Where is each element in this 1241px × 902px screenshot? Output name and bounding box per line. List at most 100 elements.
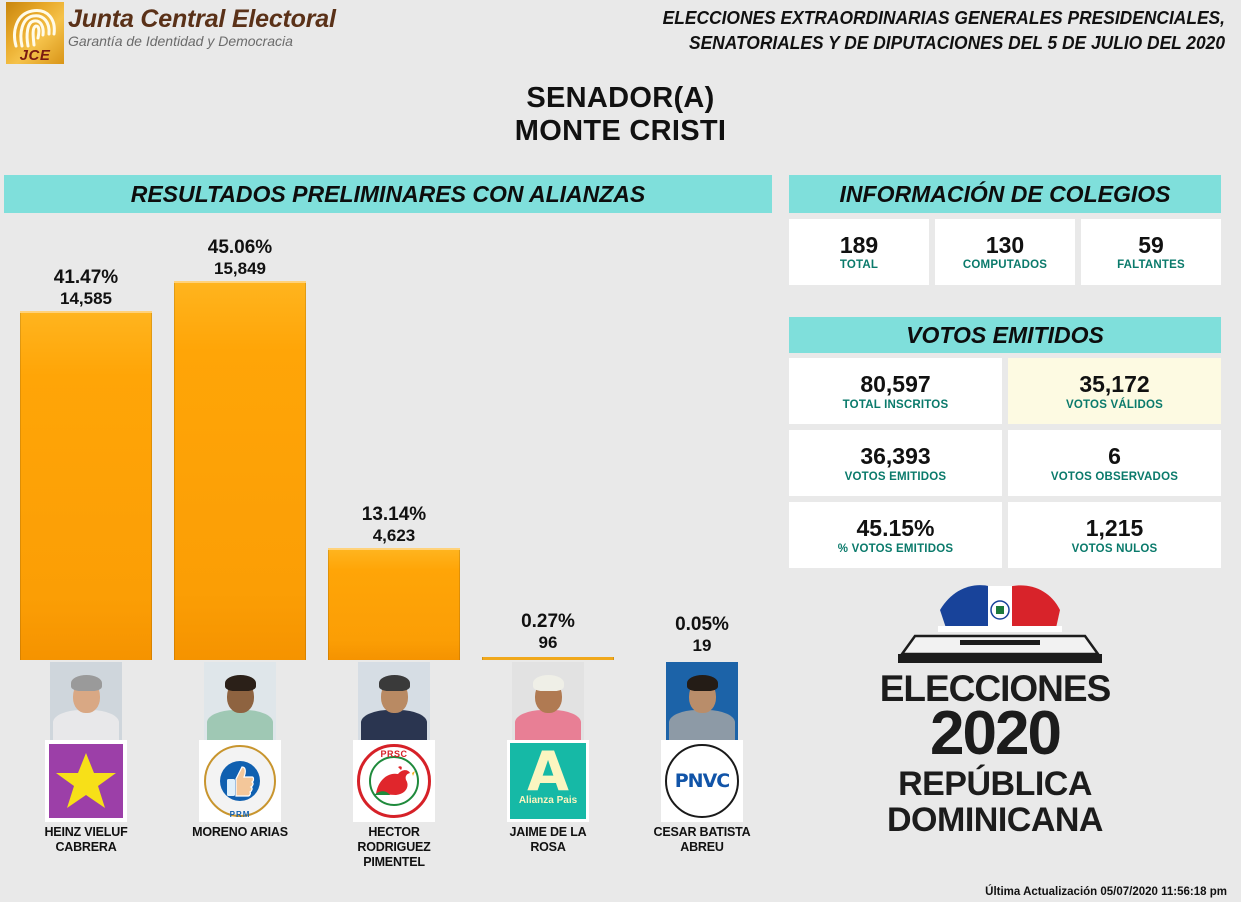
votos-panel: 80,597 TOTAL INSCRITOS 35,172 VOTOS VÁLI… — [789, 358, 1221, 568]
alianza-pais-background: A Alianza Pais — [510, 743, 586, 819]
votos-cell: 36,393 VOTOS EMITIDOS — [789, 430, 1002, 496]
emblem-line3: REPÚBLICA — [898, 765, 1092, 803]
photo-hair — [533, 675, 564, 691]
votos-value: 80,597 — [860, 370, 931, 397]
pld-background — [49, 744, 123, 818]
photo-hair — [379, 675, 410, 691]
votos-cell: 35,172 VOTOS VÁLIDOS — [1008, 358, 1221, 424]
bar-column: 45.06% 15,849 — [174, 216, 306, 660]
ballot-box-flag-icon — [898, 585, 1102, 663]
office-province: MONTE CRISTI — [514, 115, 727, 147]
bar[interactable] — [174, 281, 306, 660]
election-header-line1: ELECCIONES EXTRAORDINARIAS GENERALES PRE… — [662, 7, 1225, 28]
party-logo-pld — [45, 740, 127, 822]
bar-count-label: 14,585 — [60, 289, 112, 308]
photo-torso — [53, 710, 119, 740]
photo-torso — [361, 710, 427, 740]
pnvc-label: PNVC — [674, 770, 730, 792]
votos-label: VOTOS NULOS — [1071, 542, 1158, 555]
candidate-name-line: ROSA — [530, 840, 566, 854]
emblem-line1: ELECCIONES — [879, 668, 1112, 709]
prm-ring — [204, 745, 276, 817]
photo-hair — [71, 675, 102, 691]
page-title: SENADOR(A) MONTE CRISTI — [0, 82, 1241, 148]
jce-logo-text: JCE — [19, 47, 51, 64]
bar-value-labels: 13.14% 4,623 — [328, 504, 460, 546]
colegios-value: 189 — [839, 232, 879, 258]
election-header: ELECCIONES EXTRAORDINARIAS GENERALES PRE… — [567, 5, 1225, 55]
colegios-label: COMPUTADOS — [962, 259, 1048, 271]
candidate-photo — [666, 662, 738, 740]
banner-colegios: INFORMACIÓN DE COLEGIOS — [789, 175, 1221, 213]
emblem-line2: 2020 — [930, 699, 1062, 768]
bar-column: 41.47% 14,585 — [20, 216, 152, 660]
candidate-card[interactable]: HEINZ VIELUF CABRERA — [20, 662, 152, 855]
prm-inner-disc — [219, 760, 261, 802]
votos-cell: 80,597 TOTAL INSCRITOS — [789, 358, 1002, 424]
candidate-card[interactable]: PRM MORENO ARIAS — [174, 662, 306, 840]
colegios-card: 59 FALTANTES — [1081, 219, 1221, 285]
banner-votos: VOTOS EMITIDOS — [789, 317, 1221, 353]
bar[interactable] — [20, 311, 152, 660]
party-logo-alianza-pais: A Alianza Pais — [507, 740, 589, 822]
bar-count-label: 96 — [538, 633, 558, 652]
candidate-name: HECTOR RODRIGUEZ PIMENTEL — [328, 825, 460, 870]
photo-torso — [515, 710, 581, 740]
jce-logo: JCE — [6, 2, 64, 64]
alianza-pais-letter: A — [527, 740, 569, 803]
prsc-label: PRSC — [380, 749, 408, 759]
org-name: Junta Central Electoral — [68, 5, 336, 33]
votos-label: VOTOS EMITIDOS — [844, 470, 947, 483]
bar-value-labels: 0.05% 19 — [636, 614, 768, 656]
party-logo-prsc: PRSC — [353, 740, 435, 822]
colegios-value: 59 — [1138, 232, 1164, 258]
votos-value: 45.15% — [856, 514, 935, 541]
bar-percent-label: 0.27% — [521, 611, 575, 632]
candidate-name: MORENO ARIAS — [174, 825, 306, 840]
bar-column: 13.14% 4,623 — [328, 216, 460, 660]
photo-torso — [669, 710, 735, 740]
candidate-name-line: PIMENTEL — [363, 855, 425, 869]
votos-value: 35,172 — [1079, 370, 1150, 397]
votos-label: % VOTOS EMITIDOS — [837, 542, 954, 555]
photo-hair — [687, 675, 718, 691]
thumbs-up-icon — [226, 766, 255, 797]
photo-hair — [225, 675, 256, 691]
pnvc-ring: PNVC — [665, 744, 739, 818]
office-position: SENADOR(A) — [526, 82, 715, 114]
bar-percent-label: 0.05% — [675, 614, 729, 635]
candidate-name-line: ABREU — [680, 840, 724, 854]
candidate-name-line: HEINZ VIELUF — [44, 825, 128, 839]
party-logo-pnvc: PNVC — [661, 740, 743, 822]
alianza-pais-label: Alianza Pais — [518, 795, 578, 806]
bar-value-labels: 0.27% 96 — [482, 611, 614, 653]
votos-cell: 1,215 VOTOS NULOS — [1008, 502, 1221, 568]
votos-label: TOTAL INSCRITOS — [842, 398, 949, 411]
candidate-name-line: HECTOR — [368, 825, 420, 839]
colegios-panel: 189 TOTAL 130 COMPUTADOS 59 FALTANTES — [789, 219, 1221, 285]
star-icon — [56, 753, 116, 808]
colegios-value: 130 — [985, 232, 1025, 258]
bar-percent-label: 45.06% — [207, 237, 273, 258]
fingerprint-icon — [13, 9, 56, 48]
bar-column: 0.05% 19 — [636, 216, 768, 660]
candidate-card[interactable]: PRSC HECTOR RODRIGUEZ PIMENTEL — [328, 662, 460, 870]
candidate-card[interactable]: PNVC CESAR BATISTA ABREU — [636, 662, 768, 855]
candidate-name-line: JAIME DE LA — [509, 825, 587, 839]
colegios-card: 189 TOTAL — [789, 219, 929, 285]
candidate-name-line: CABRERA — [55, 840, 117, 854]
votos-value: 1,215 — [1085, 514, 1144, 541]
candidate-name: CESAR BATISTA ABREU — [636, 825, 768, 855]
bar-value-labels: 41.47% 14,585 — [20, 267, 152, 309]
bar[interactable] — [328, 548, 460, 660]
page-header: JCE Junta Central Electoral Garantía de … — [0, 0, 1241, 70]
org-branding: Junta Central Electoral Garantía de Iden… — [68, 4, 336, 50]
bar[interactable] — [482, 657, 614, 660]
bar-count-label: 19 — [692, 636, 712, 655]
colegios-label: TOTAL — [839, 259, 879, 271]
candidate-card[interactable]: A Alianza Pais JAIME DE LA ROSA — [482, 662, 614, 855]
candidate-name: HEINZ VIELUF CABRERA — [20, 825, 152, 855]
candidate-photo — [358, 662, 430, 740]
candidate-photo — [512, 662, 584, 740]
emblem-line4: DOMINICANA — [887, 801, 1103, 839]
